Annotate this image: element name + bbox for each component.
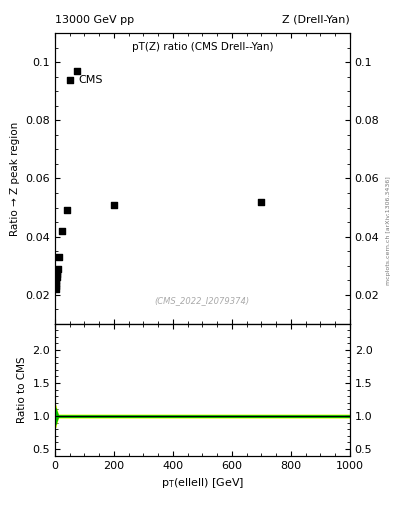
Point: [67, 76, 73, 84]
Text: (CMS_2022_I2079374): (CMS_2022_I2079374): [155, 296, 250, 305]
Point: [258, 198, 264, 206]
Text: pT(Z) ratio (CMS Drell--Yan): pT(Z) ratio (CMS Drell--Yan): [132, 42, 273, 52]
Text: Z (Drell-Yan): Z (Drell-Yan): [282, 14, 350, 25]
Y-axis label: Ratio to CMS: Ratio to CMS: [17, 356, 27, 423]
Point: [56, 253, 62, 261]
Text: 13000 GeV pp: 13000 GeV pp: [55, 14, 134, 25]
Point: [53, 276, 60, 284]
Point: [53, 282, 59, 290]
Point: [59, 227, 65, 235]
Text: mcplots.cern.ch [arXiv:1306.3436]: mcplots.cern.ch [arXiv:1306.3436]: [386, 176, 391, 285]
Point: [54, 267, 61, 275]
Point: [111, 201, 117, 209]
Text: CMS: CMS: [79, 75, 103, 85]
Y-axis label: Ratio → Z peak region: Ratio → Z peak region: [10, 121, 20, 236]
Point: [64, 206, 70, 215]
Point: [55, 264, 61, 272]
Point: [53, 285, 59, 293]
X-axis label: $\mathregular{p_T}$(ellell) [GeV]: $\mathregular{p_T}$(ellell) [GeV]: [161, 476, 244, 490]
Point: [74, 67, 80, 75]
Point: [54, 270, 60, 279]
Point: [53, 273, 60, 281]
Point: [53, 279, 59, 287]
